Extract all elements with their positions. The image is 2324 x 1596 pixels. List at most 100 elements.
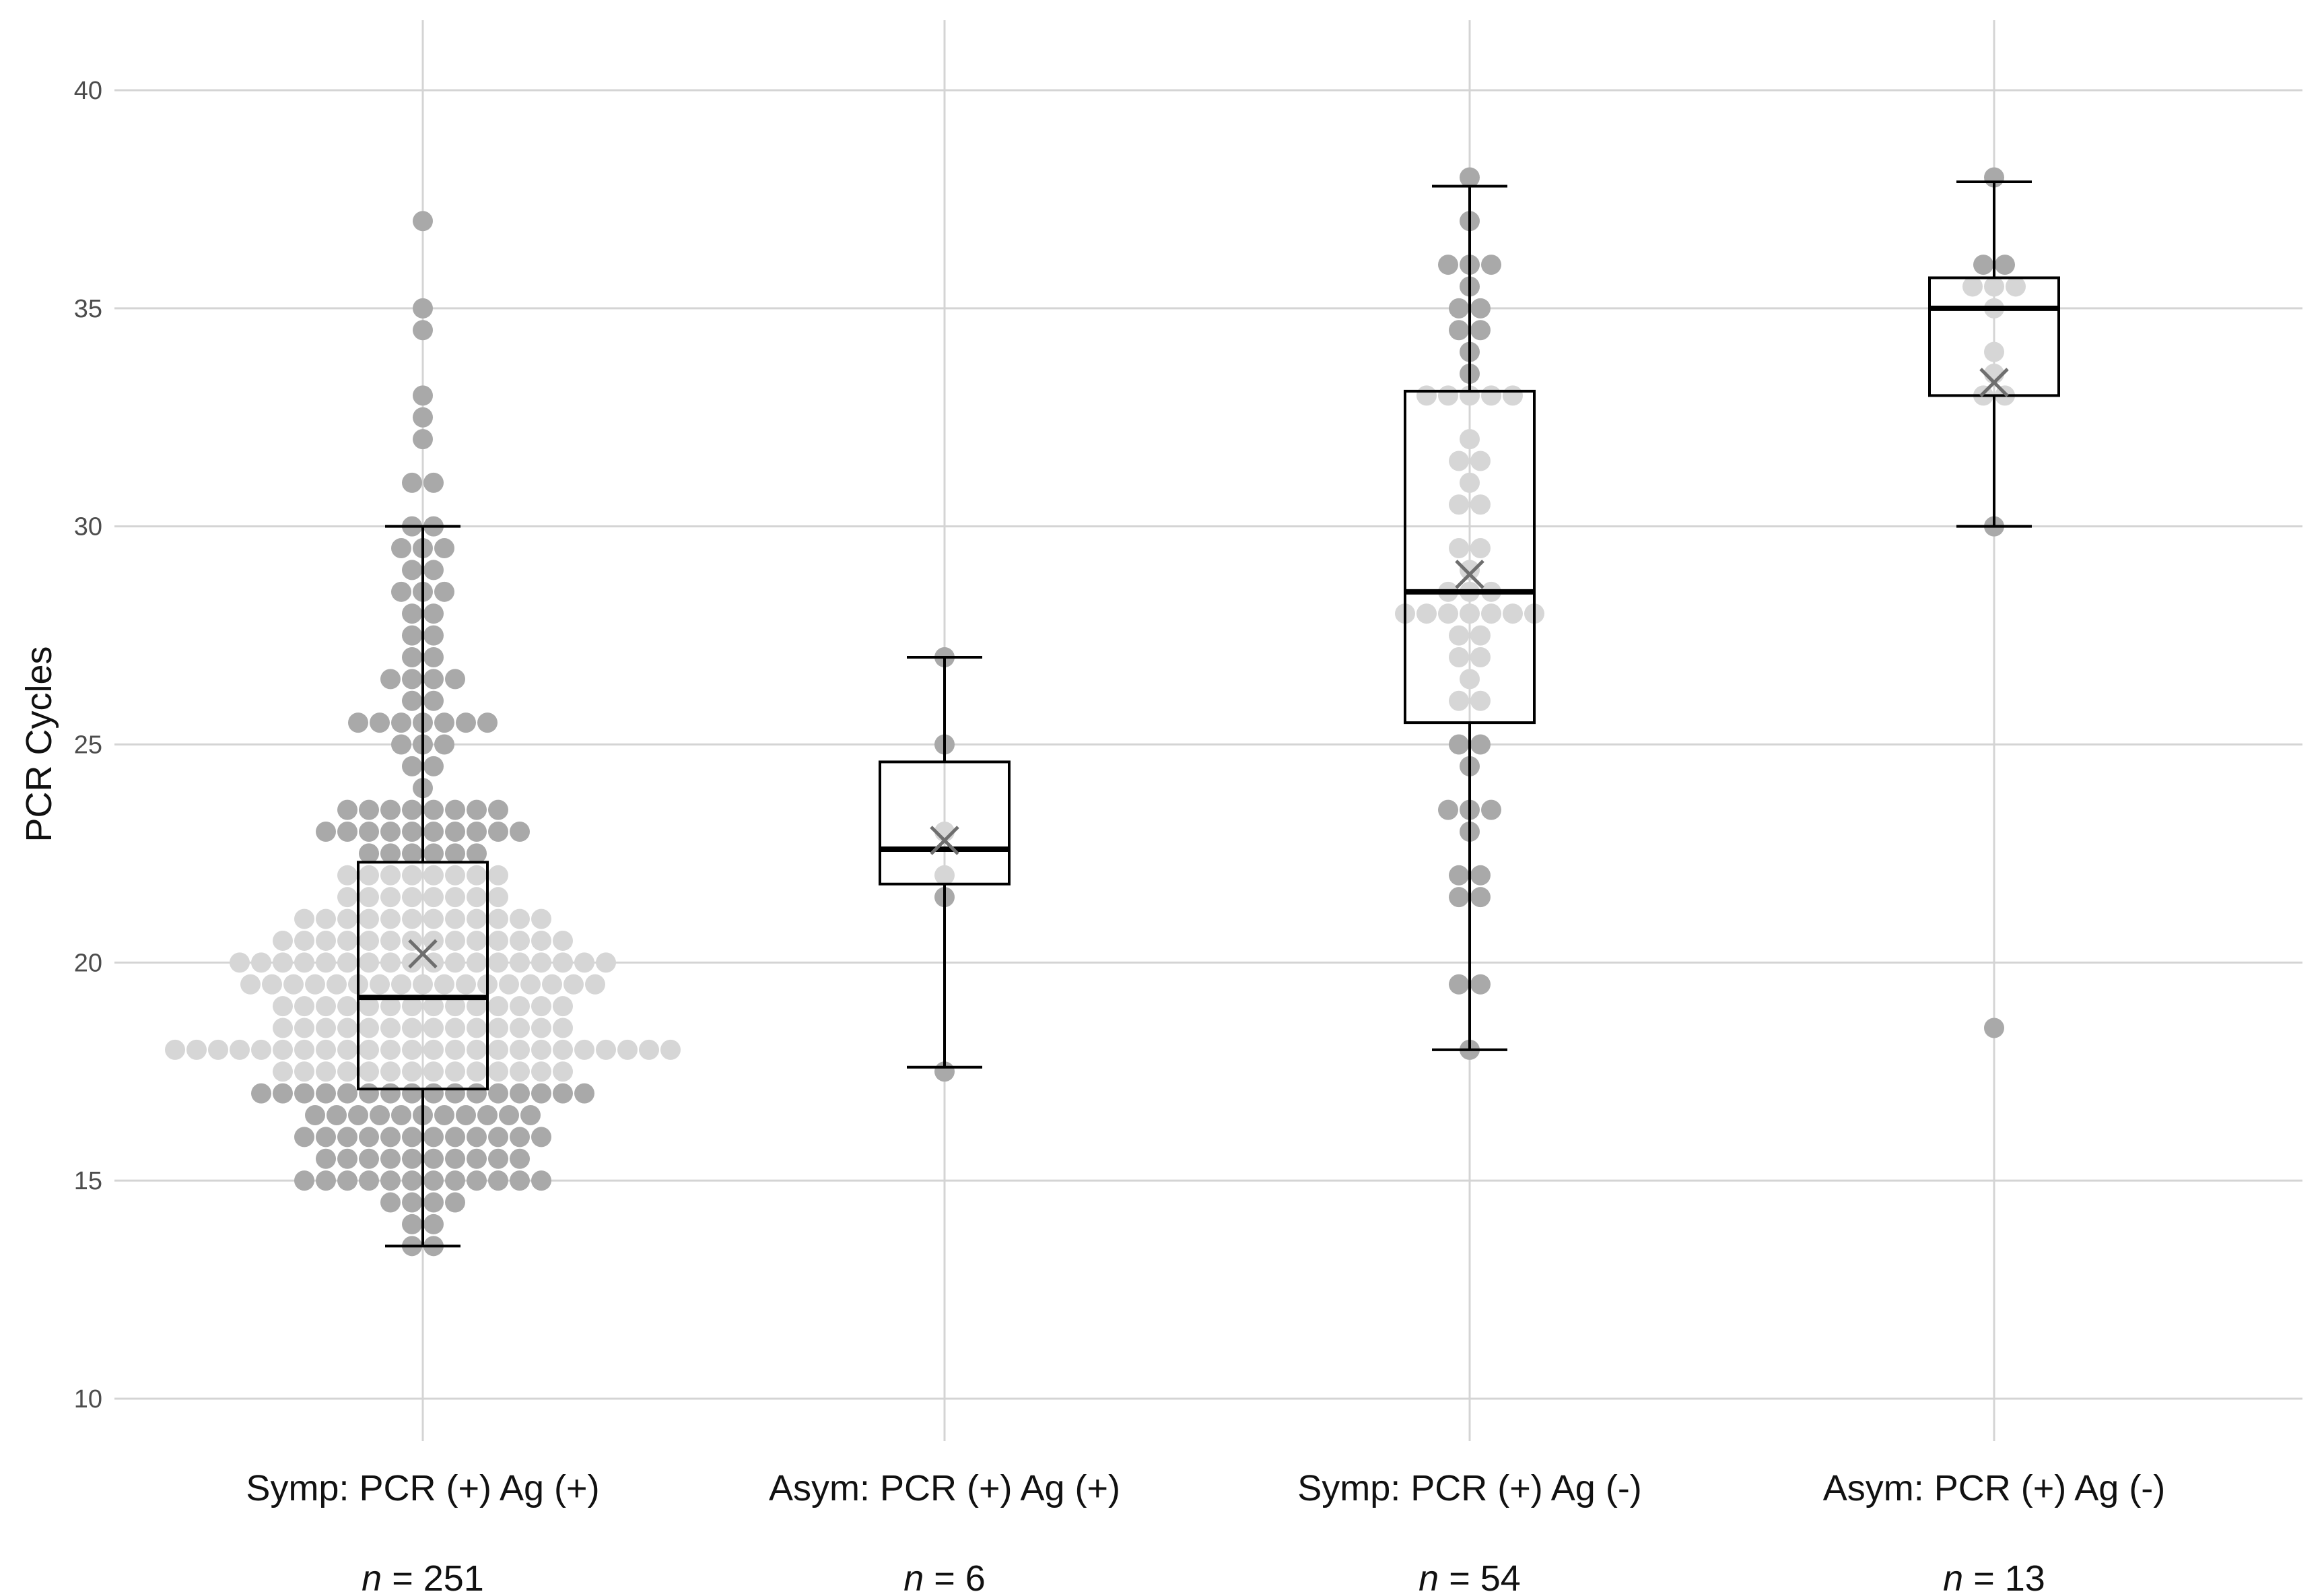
data-point — [596, 952, 616, 973]
data-point — [380, 1039, 401, 1060]
data-point — [488, 996, 508, 1017]
data-point — [273, 930, 293, 951]
data-point — [488, 1061, 508, 1082]
data-point — [413, 320, 433, 341]
y-axis-ticks: 10 15 20 25 30 35 40 — [74, 77, 102, 1414]
data-point — [402, 1170, 422, 1191]
data-point — [488, 1127, 508, 1148]
data-point — [467, 1148, 487, 1169]
data-point — [445, 1192, 465, 1213]
data-point — [402, 1061, 422, 1082]
data-point — [413, 407, 433, 428]
data-point — [488, 1083, 508, 1104]
data-point — [1449, 298, 1469, 319]
data-point — [1449, 887, 1469, 908]
data-point — [230, 1039, 250, 1060]
data-point — [165, 1039, 185, 1060]
data-point — [380, 908, 401, 929]
iqr-box — [1404, 389, 1536, 725]
data-point — [413, 974, 433, 995]
data-point — [585, 974, 605, 995]
data-point — [402, 625, 422, 646]
data-point — [445, 843, 465, 864]
data-point — [510, 1083, 530, 1104]
data-point — [402, 1018, 422, 1038]
data-point — [316, 908, 336, 929]
data-point — [413, 298, 433, 319]
n-symbol: n — [362, 1558, 382, 1596]
data-point — [370, 974, 390, 995]
data-point — [488, 1039, 508, 1060]
data-point — [423, 1127, 444, 1148]
data-point — [359, 952, 379, 973]
data-point — [305, 974, 325, 995]
data-point — [553, 1083, 573, 1104]
data-point — [348, 712, 368, 733]
data-point — [337, 1127, 357, 1148]
data-point — [553, 952, 573, 973]
data-point — [316, 1170, 336, 1191]
data-point — [467, 822, 487, 842]
data-point — [402, 843, 422, 864]
n-symbol: n — [903, 1558, 924, 1596]
data-point — [423, 603, 444, 624]
data-point — [488, 822, 508, 842]
data-point — [359, 1127, 379, 1148]
data-point — [423, 1148, 444, 1169]
data-point — [467, 930, 487, 951]
data-point — [402, 887, 422, 908]
swarm-points — [165, 167, 2026, 1257]
data-point — [402, 799, 422, 820]
data-point — [542, 974, 562, 995]
data-point — [316, 1061, 336, 1082]
data-point — [1460, 669, 1480, 690]
data-point — [380, 669, 401, 690]
data-point — [477, 712, 498, 733]
data-point — [1438, 385, 1458, 406]
data-point — [294, 1061, 314, 1082]
data-point — [337, 952, 357, 973]
data-point — [467, 996, 487, 1017]
data-point — [1470, 451, 1491, 471]
data-point — [316, 952, 336, 973]
data-point — [434, 1105, 454, 1126]
data-point — [359, 887, 379, 908]
data-point — [402, 603, 422, 624]
data-point — [488, 908, 508, 929]
data-point — [1973, 255, 1993, 275]
data-point — [423, 756, 444, 776]
n-symbol: n — [1943, 1558, 1963, 1596]
data-point — [445, 908, 465, 929]
data-point — [337, 799, 357, 820]
mean-marker — [930, 826, 959, 855]
data-point — [294, 952, 314, 973]
data-point — [316, 822, 336, 842]
data-point — [510, 1018, 530, 1038]
data-point — [294, 1127, 314, 1148]
data-point — [316, 1039, 336, 1060]
data-point — [186, 1039, 207, 1060]
data-point — [273, 1039, 293, 1060]
data-point — [1470, 625, 1491, 646]
data-point — [488, 930, 508, 951]
data-point — [402, 865, 422, 886]
data-point — [467, 799, 487, 820]
x-axis-labels: Symp: PCR (+) Ag (+) Asym: PCR (+) Ag (+)… — [246, 1468, 2165, 1508]
data-point — [434, 712, 454, 733]
data-point — [553, 1061, 573, 1082]
data-point — [1984, 1018, 2004, 1038]
data-point — [1984, 341, 2004, 362]
data-point — [1470, 887, 1491, 908]
data-point — [467, 908, 487, 929]
data-point — [445, 1170, 465, 1191]
data-point — [240, 974, 261, 995]
n-value: = 13 — [1963, 1558, 2045, 1596]
data-point — [402, 1127, 422, 1148]
data-point — [467, 887, 487, 908]
data-point — [488, 799, 508, 820]
data-point — [316, 996, 336, 1017]
data-point — [1460, 429, 1480, 450]
data-point — [423, 646, 444, 667]
data-point — [1460, 603, 1480, 624]
